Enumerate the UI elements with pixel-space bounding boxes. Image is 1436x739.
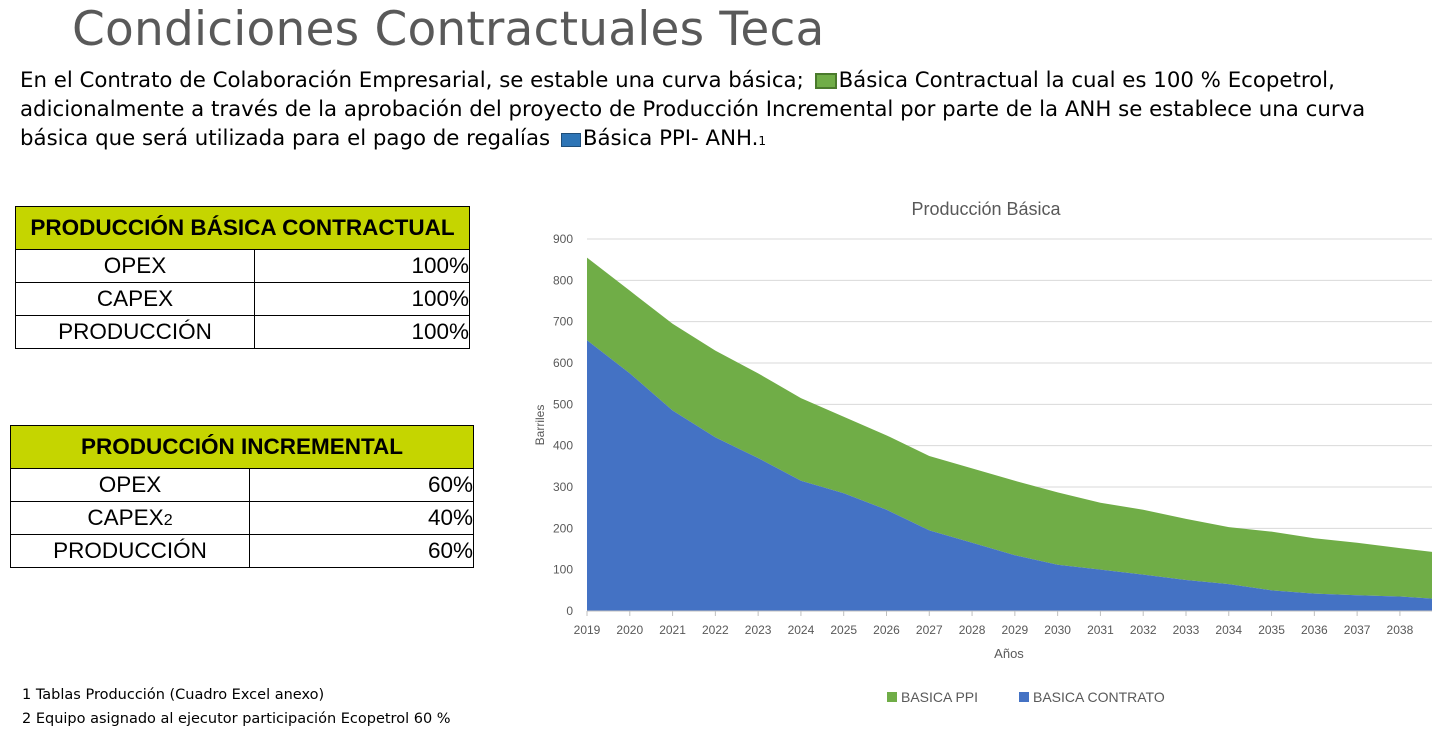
x-tick-label: 2020 <box>616 623 643 637</box>
row-label: CAPEX2 <box>10 501 250 535</box>
legend-swatch <box>887 692 897 702</box>
x-tick-label: 2028 <box>959 623 986 637</box>
y-tick-label: 500 <box>553 397 573 411</box>
y-tick-label: 0 <box>566 604 573 618</box>
series-area-basica-contrato <box>587 340 1432 611</box>
table-produccion-basica: PRODUCCIÓN BÁSICA CONTRACTUAL OPEX 100% … <box>15 206 470 349</box>
x-tick-label: 2027 <box>916 623 943 637</box>
footnote-ref-2: 2 <box>163 512 173 529</box>
x-tick-label: 2038 <box>1387 623 1414 637</box>
row-value: 60% <box>249 534 474 568</box>
produccion-basica-chart: 0 100 200 300 400 500 600 700 800 900 2019 2020 2021… <box>533 199 1432 705</box>
x-tick-label: 2035 <box>1258 623 1285 637</box>
table-row: PRODUCCIÓN 60% <box>10 534 474 568</box>
y-tick-label: 100 <box>553 563 573 577</box>
x-tick-label: 2023 <box>745 623 772 637</box>
green-swatch-icon <box>814 73 837 89</box>
intro-line-1-text: En el Contrato de Colaboración Empresari… <box>20 68 811 93</box>
footnote-ref-1: 1 <box>758 134 767 148</box>
x-tick-label: 2037 <box>1344 623 1371 637</box>
x-tick-label: 2036 <box>1301 623 1328 637</box>
legend-label: BASICA CONTRATO <box>1033 689 1165 705</box>
x-tick-label: 2031 <box>1087 623 1114 637</box>
intro-line-2: adicionalmente a través de la aprobación… <box>20 97 1366 122</box>
legend-label: BASICA PPI <box>901 689 978 705</box>
row-value: 60% <box>249 468 474 502</box>
row-label: OPEX <box>15 249 255 283</box>
x-tick-label: 2029 <box>1001 623 1028 637</box>
x-tick-label: 2032 <box>1130 623 1157 637</box>
row-label-text: CAPEX <box>87 505 164 530</box>
table-row: PRODUCCIÓN 100% <box>15 315 470 349</box>
x-tick-label: 2026 <box>873 623 900 637</box>
x-tick-label: 2025 <box>830 623 857 637</box>
table-header: PRODUCCIÓN BÁSICA CONTRACTUAL <box>15 206 470 250</box>
row-value: 100% <box>254 249 470 283</box>
y-axis-label: Barriles <box>533 405 547 446</box>
table-row: OPEX 100% <box>15 249 470 283</box>
intro-line-1: En el Contrato de Colaboración Empresari… <box>20 66 1420 95</box>
y-tick-label: 700 <box>553 315 573 329</box>
row-value: 100% <box>254 282 470 316</box>
row-value: 40% <box>249 501 474 535</box>
intro-basica-contractual-text: Básica Contractual la cual es 100 % Ecop… <box>838 68 1335 93</box>
legend-swatch <box>1019 692 1029 702</box>
intro-paragraph: En el Contrato de Colaboración Empresari… <box>20 66 1420 156</box>
x-tick-label: 2021 <box>659 623 686 637</box>
blue-swatch-icon <box>560 133 581 147</box>
y-tick-label: 300 <box>553 480 573 494</box>
y-tick-label: 800 <box>553 273 573 287</box>
x-tick-label: 2034 <box>1215 623 1242 637</box>
row-label: OPEX <box>10 468 250 502</box>
x-tick-label: 2033 <box>1173 623 1200 637</box>
row-label: PRODUCCIÓN <box>10 534 250 568</box>
row-value: 100% <box>254 315 470 349</box>
table-header: PRODUCCIÓN INCREMENTAL <box>10 425 474 469</box>
chart-title: Producción Básica <box>911 199 1061 219</box>
y-tick-label: 600 <box>553 356 573 370</box>
page-title: Condiciones Contractuales Teca <box>72 2 825 57</box>
table-row: OPEX 60% <box>10 468 474 502</box>
table-produccion-incremental: PRODUCCIÓN INCREMENTAL OPEX 60% CAPEX2 4… <box>10 425 474 568</box>
footnote-1: 1 Tablas Producción (Cuadro Excel anexo) <box>22 687 325 703</box>
x-tick-label: 2024 <box>788 623 815 637</box>
y-tick-label: 200 <box>553 521 573 535</box>
series-area-basica-ppi <box>587 257 1432 599</box>
intro-basica-ppi-text: Básica PPI- ANH. <box>582 126 759 151</box>
intro-line-3-text: básica que será utilizada para el pago d… <box>20 126 557 151</box>
y-tick-label: 900 <box>553 232 573 246</box>
x-axis-label: Años <box>994 646 1024 661</box>
x-tick-label: 2019 <box>574 623 601 637</box>
y-tick-label: 400 <box>553 439 573 453</box>
x-tick-label: 2030 <box>1044 623 1071 637</box>
table-row: CAPEX2 40% <box>10 501 474 535</box>
table-row: CAPEX 100% <box>15 282 470 316</box>
x-tick-label: 2022 <box>702 623 729 637</box>
footnote-2: 2 Equipo asignado al ejecutor participac… <box>22 711 451 727</box>
intro-line-3: básica que será utilizada para el pago d… <box>20 124 1420 156</box>
row-label: CAPEX <box>15 282 255 316</box>
row-label: PRODUCCIÓN <box>15 315 255 349</box>
